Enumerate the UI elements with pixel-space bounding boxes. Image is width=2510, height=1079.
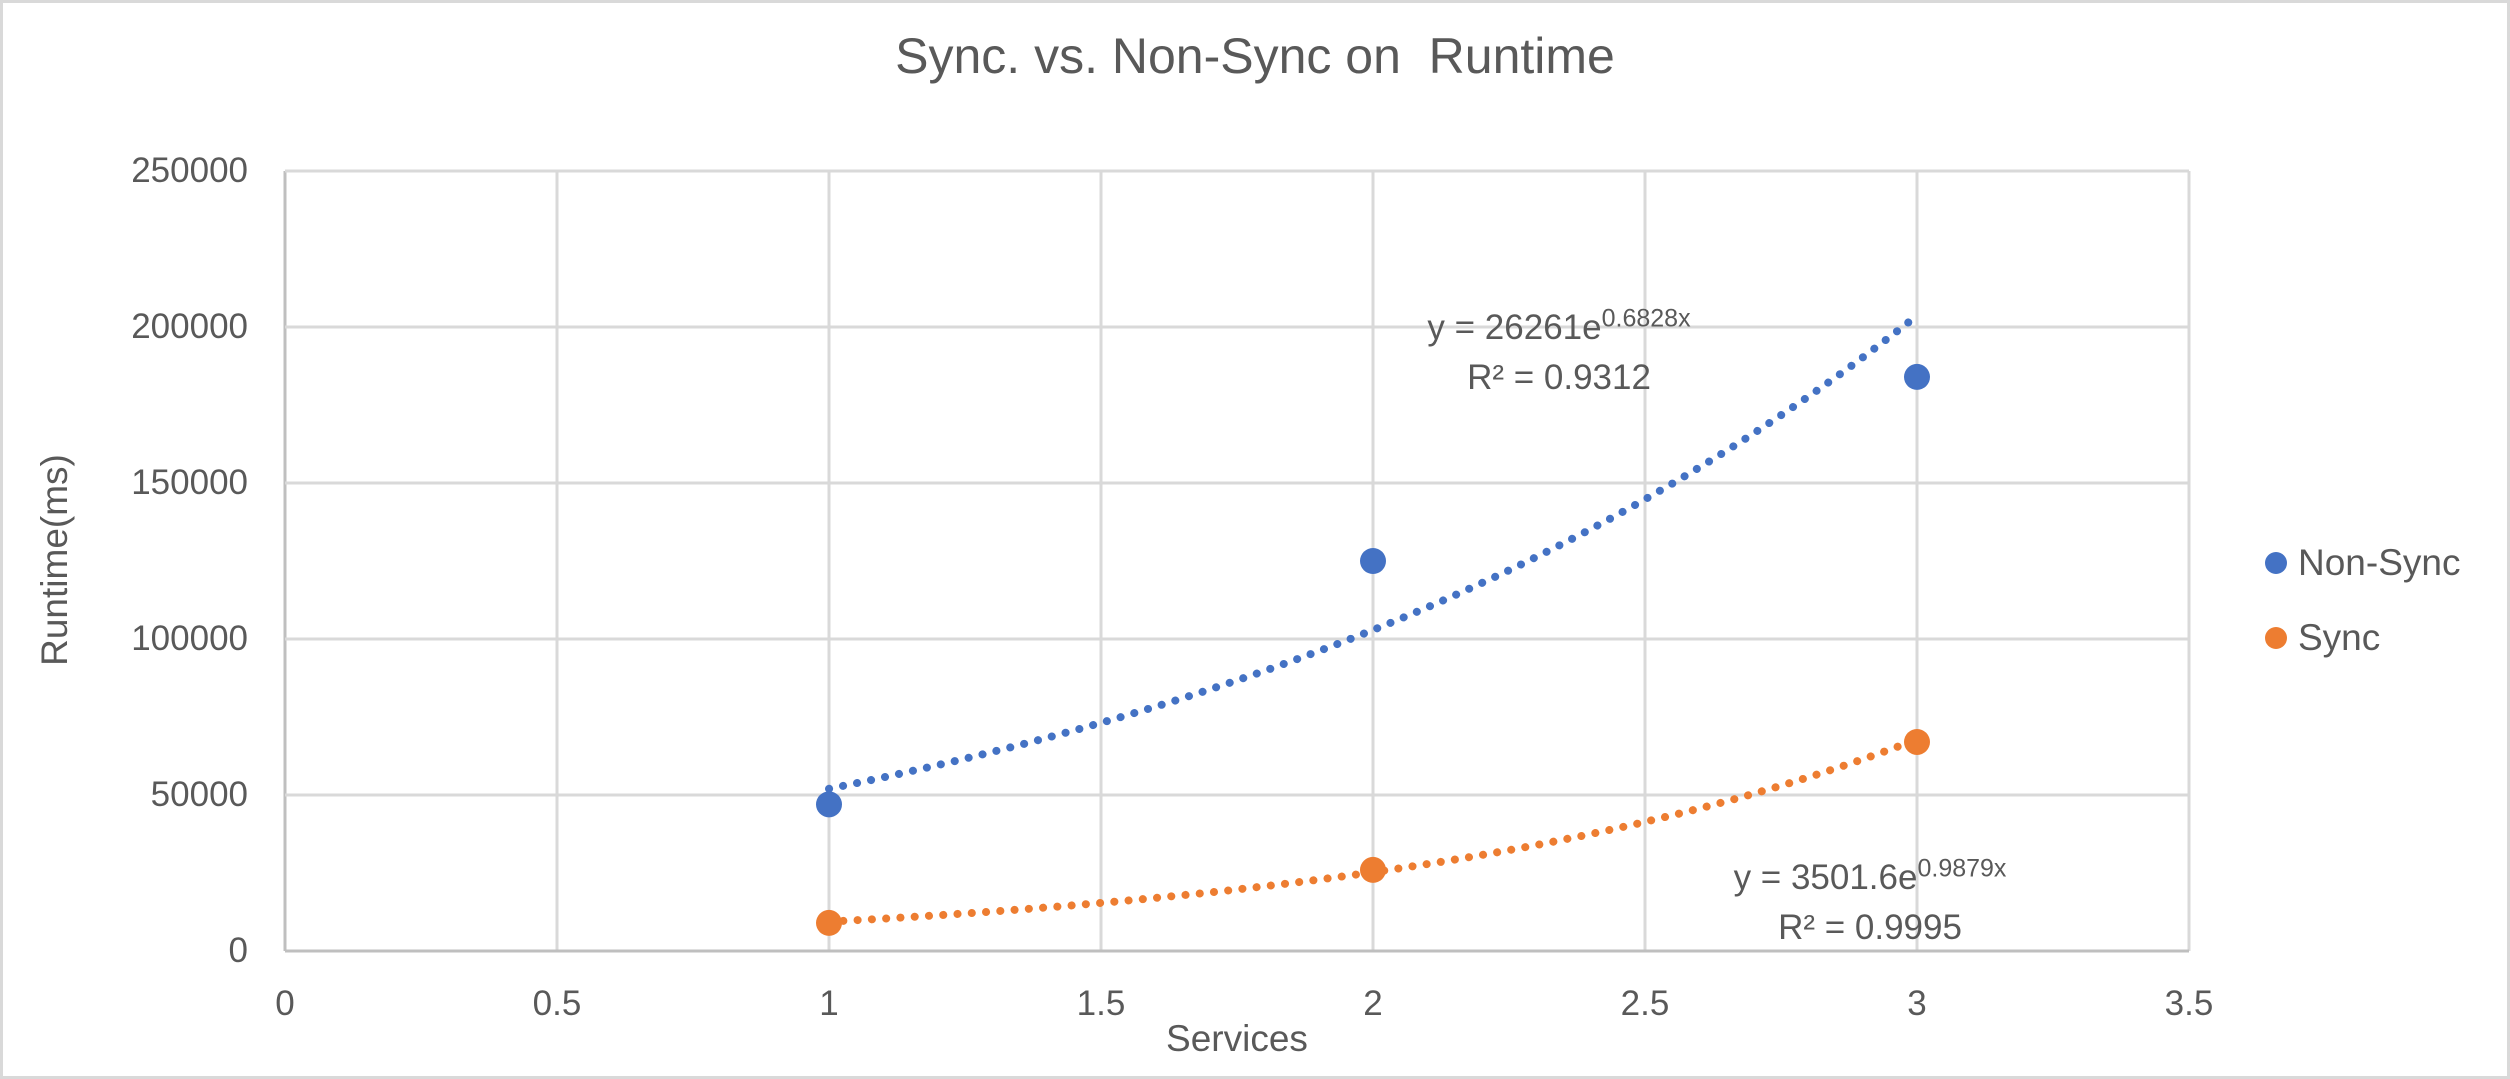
x-tick-label: 3	[1907, 984, 1927, 1023]
data-point-sync	[1904, 728, 1930, 755]
trendline-equation-sync: y = 3501.6e0.9879x R² = 0.9995	[1734, 853, 2007, 953]
x-tick-label: 0.5	[532, 984, 582, 1023]
data-point-non-sync	[1904, 363, 1930, 390]
legend-marker-non-sync	[2265, 552, 2287, 574]
chart-plot-area	[283, 169, 2191, 953]
y-tick-label: 50000	[150, 775, 248, 814]
x-tick-label: 0	[275, 984, 295, 1023]
x-tick-label: 2	[1363, 984, 1383, 1023]
y-tick-label: 150000	[131, 463, 248, 502]
legend-marker-sync	[2265, 627, 2287, 649]
trendline-non-sync	[825, 311, 1921, 793]
y-tick-label: 200000	[131, 307, 248, 346]
x-tick-label: 1	[819, 984, 839, 1023]
x-tick-label: 2.5	[1620, 984, 1670, 1023]
legend-item-non-sync: Non-Sync	[2265, 540, 2460, 586]
x-tick-label: 1.5	[1076, 984, 1126, 1023]
y-tick-label: 100000	[131, 619, 248, 658]
trendline-equation-line: y = 26261e0.6828x	[1427, 304, 1691, 347]
y-tick-label: 0	[228, 931, 248, 970]
data-point-non-sync	[1360, 548, 1386, 574]
x-axis-title: Services	[1166, 1018, 1308, 1059]
x-tick-label: 3.5	[2164, 984, 2214, 1023]
legend: Non-Sync Sync	[2265, 540, 2460, 690]
data-point-non-sync	[816, 791, 842, 818]
exponent: 0.6828x	[1601, 304, 1691, 333]
r-squared-label: R² = 0.9995	[1778, 908, 1962, 947]
chart-title: Sync. vs. Non-Sync on Runtime	[895, 28, 1615, 84]
trendline-equation-line: y = 3501.6e0.9879x	[1733, 854, 2007, 897]
r-squared-label: R² = 0.9312	[1467, 358, 1651, 397]
legend-item-sync: Sync	[2265, 615, 2460, 661]
exponent: 0.9879x	[1917, 854, 2007, 883]
legend-label: Sync	[2298, 617, 2381, 658]
data-point-sync	[816, 909, 842, 936]
trendline-equation-non-sync: y = 26261e0.6828x R² = 0.9312	[1427, 303, 1690, 403]
data-point-sync	[1360, 856, 1386, 883]
y-tick-label: 250000	[131, 151, 248, 190]
legend-label: Non-Sync	[2298, 542, 2461, 583]
y-axis-title: Runtime(ms)	[34, 454, 75, 666]
